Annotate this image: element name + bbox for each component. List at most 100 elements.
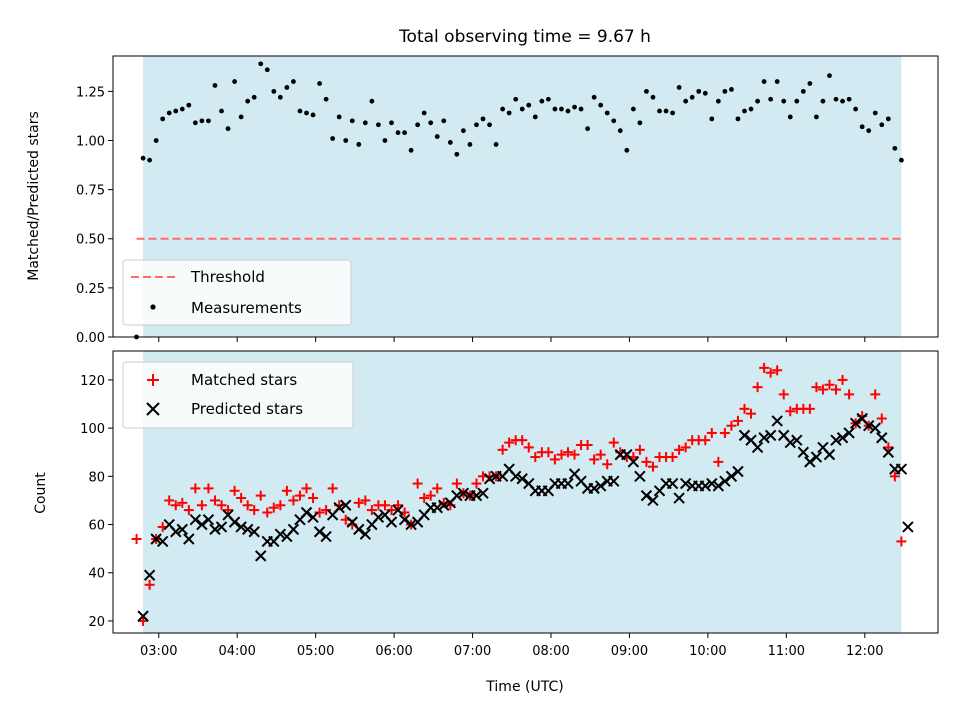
matched-star-point xyxy=(353,497,364,508)
measurement-point xyxy=(336,114,342,120)
matched-star-point xyxy=(393,500,404,511)
count-y-tick-label: 120 xyxy=(80,374,105,389)
measurement-point xyxy=(774,79,780,84)
measurement-point xyxy=(559,106,564,112)
matched-star-point xyxy=(366,505,377,516)
matched-star-point xyxy=(680,442,691,453)
measurement-point xyxy=(493,142,499,147)
measurement-point xyxy=(814,114,819,120)
predicted-star-points xyxy=(137,412,914,622)
measurement-point xyxy=(415,122,421,128)
predicted-star-point xyxy=(477,487,489,499)
matched-star-point xyxy=(164,495,175,506)
measurement-point xyxy=(206,118,211,124)
measurement-point xyxy=(866,128,872,134)
measurement-point xyxy=(702,90,708,96)
predicted-star-point xyxy=(509,470,522,483)
measurement-point xyxy=(225,126,231,132)
measurement-point xyxy=(709,116,715,122)
predicted-star-point xyxy=(431,501,443,514)
matched-star-point xyxy=(275,500,286,511)
predicted-star-point xyxy=(706,477,718,490)
count-y-ticks: 20 40 60 80 100 120 xyxy=(80,374,113,630)
measurement-point xyxy=(238,114,244,120)
measurement-point xyxy=(186,102,192,108)
measurement-point xyxy=(539,98,545,104)
matched-star-point xyxy=(379,500,390,511)
predicted-star-point xyxy=(209,523,221,536)
matched-star-point xyxy=(131,534,142,544)
measurement-point xyxy=(487,122,492,128)
measurement-point xyxy=(173,108,179,114)
predicted-star-point xyxy=(758,432,770,444)
measurement-point xyxy=(232,79,237,84)
measurement-point xyxy=(676,85,682,90)
measurement-point xyxy=(506,110,512,116)
measurement-point xyxy=(245,98,251,104)
matched-star-point xyxy=(811,382,822,393)
matched-star-point xyxy=(386,505,397,516)
predicted-star-point xyxy=(876,432,888,444)
matched-star-point xyxy=(216,500,227,511)
matched-star-point xyxy=(674,444,685,455)
matched-star-point xyxy=(804,403,815,414)
matched-star-point xyxy=(726,420,737,431)
measurement-point xyxy=(179,106,185,112)
matched-star-point xyxy=(523,442,534,453)
matched-star-point xyxy=(608,437,619,448)
measurement-point xyxy=(670,110,675,116)
predicted-star-point xyxy=(307,511,319,524)
matched-star-point xyxy=(739,403,750,414)
predicted-star-point xyxy=(170,526,182,538)
measurement-point xyxy=(258,61,264,67)
count-x-tick-label: 07:00 xyxy=(454,644,491,659)
predicted-star-point xyxy=(771,415,783,427)
predicted-star-point xyxy=(359,528,372,540)
matched-star-point xyxy=(288,495,299,506)
count-y-tick-label: 100 xyxy=(80,422,105,437)
measurement-point xyxy=(859,124,865,130)
matched-star-point xyxy=(497,444,508,455)
matched-star-point xyxy=(759,362,770,373)
predicted-star-point xyxy=(608,475,620,487)
matched-star-point xyxy=(700,435,711,446)
matched-star-point xyxy=(569,449,580,460)
measurement-point xyxy=(480,116,486,122)
measurement-point xyxy=(140,155,146,161)
measurement-point xyxy=(840,98,845,104)
predicted-star-point xyxy=(300,506,313,519)
matched-star-point xyxy=(582,440,593,450)
ratio-y-ticks: 0.00 0.25 0.50 0.75 1.00 1.25 xyxy=(76,85,113,346)
predicted-star-point xyxy=(562,477,574,490)
predicted-star-point xyxy=(902,521,914,533)
predicted-star-point xyxy=(313,526,326,538)
measurement-point xyxy=(251,94,257,100)
predicted-star-point xyxy=(784,436,796,449)
count-x-tick-label: 09:00 xyxy=(611,644,648,659)
matched-star-point xyxy=(824,379,835,390)
measurement-point xyxy=(277,94,283,100)
matched-star-point xyxy=(425,490,436,501)
matched-star-point xyxy=(190,483,201,494)
count-x-tick-label: 05:00 xyxy=(297,644,334,659)
measurement-point xyxy=(552,106,558,112)
legend-measurements-swatch xyxy=(150,304,156,310)
predicted-star-point xyxy=(830,434,842,446)
measurement-point xyxy=(781,98,787,104)
matched-star-point xyxy=(209,495,220,506)
count-y-axis-label: Count xyxy=(33,472,49,514)
measurement-point xyxy=(683,98,689,104)
ratio-legend: Threshold Measurements xyxy=(122,259,352,326)
measurement-point xyxy=(382,138,388,143)
predicted-star-point xyxy=(673,492,685,504)
measurement-point xyxy=(304,110,309,116)
predicted-star-point xyxy=(405,518,417,531)
measurement-point xyxy=(460,128,466,134)
measurement-point xyxy=(402,130,407,136)
predicted-star-point xyxy=(895,463,908,475)
matched-star-point xyxy=(144,579,155,590)
count-y-tick-label: 60 xyxy=(88,519,105,534)
ratio-y-axis-label: Matched/Predicted stars xyxy=(26,111,42,281)
legend-matched-label: Matched stars xyxy=(191,371,297,389)
matched-star-point xyxy=(602,459,613,470)
